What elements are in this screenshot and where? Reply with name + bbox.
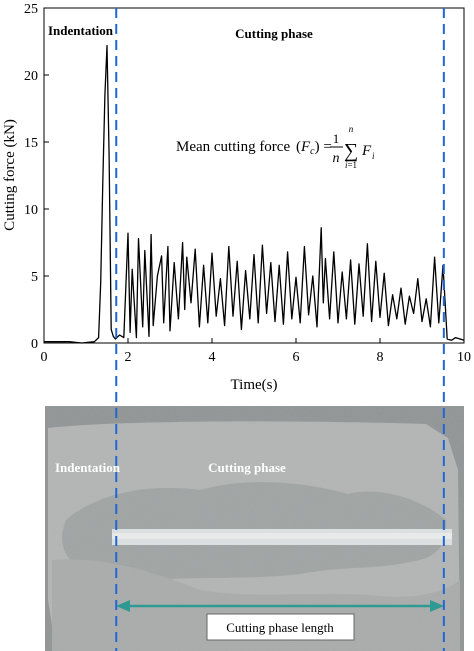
- svg-text:n: n: [333, 151, 340, 166]
- y-axis-label: Cutting force (kN): [2, 119, 18, 231]
- mean-force-label: Mean cutting force: [176, 139, 290, 155]
- cutting-force-series-line: [44, 44, 465, 344]
- x-tick-label: 10: [457, 350, 471, 365]
- plot-frame: [43, 7, 465, 344]
- cutting-phase-annotation: Cutting phase: [235, 26, 313, 41]
- y-tick-label: 25: [24, 2, 38, 17]
- y-tick-label: 0: [31, 337, 38, 352]
- x-tick-label: 4: [209, 350, 216, 365]
- mean-force-equation: (Fc) = 1 n n ∑ i=1 F i: [296, 124, 375, 170]
- y-tick-label: 5: [31, 270, 38, 285]
- photo-cutting-phase-label: Cutting phase: [208, 460, 286, 475]
- svg-text:F: F: [361, 143, 372, 159]
- x-tick-label: 2: [125, 350, 132, 365]
- cutting-length-arrow: [116, 600, 444, 612]
- svg-text:1: 1: [333, 131, 340, 146]
- svg-text:(Fc) =: (Fc) =: [296, 139, 332, 157]
- x-axis-label: Time(s): [231, 377, 278, 393]
- photo-indentation-label: Indentation: [55, 460, 121, 475]
- indentation-annotation: Indentation: [48, 23, 114, 38]
- cutting-phase-length-label: Cutting phase length: [226, 620, 334, 635]
- y-tick-label: 15: [24, 136, 38, 151]
- svg-text:i: i: [372, 151, 375, 161]
- length-label-box: [206, 613, 355, 641]
- svg-text:∑: ∑: [344, 140, 358, 162]
- svg-text:i=1: i=1: [345, 160, 357, 170]
- specimen-photo: Indentation Cutting phase Cutting phase …: [45, 406, 464, 651]
- x-axis: 0 2 4 6 8 10: [41, 338, 471, 365]
- y-tick-label: 20: [24, 69, 38, 84]
- y-tick-label: 10: [24, 203, 38, 218]
- x-tick-label: 8: [377, 350, 384, 365]
- svg-text:n: n: [349, 124, 354, 134]
- mean-force-formula: Mean cutting force (Fc) = 1 n n ∑ i=1 F …: [176, 124, 375, 170]
- x-tick-label: 0: [41, 350, 48, 365]
- y-axis: 0 5 10 15 20 25: [24, 2, 49, 352]
- chart: 0 5 10 15 20 25 0 2 4 6 8 10 Cutting force (kN) Ti…: [2, 2, 471, 393]
- x-tick-label: 6: [293, 350, 300, 365]
